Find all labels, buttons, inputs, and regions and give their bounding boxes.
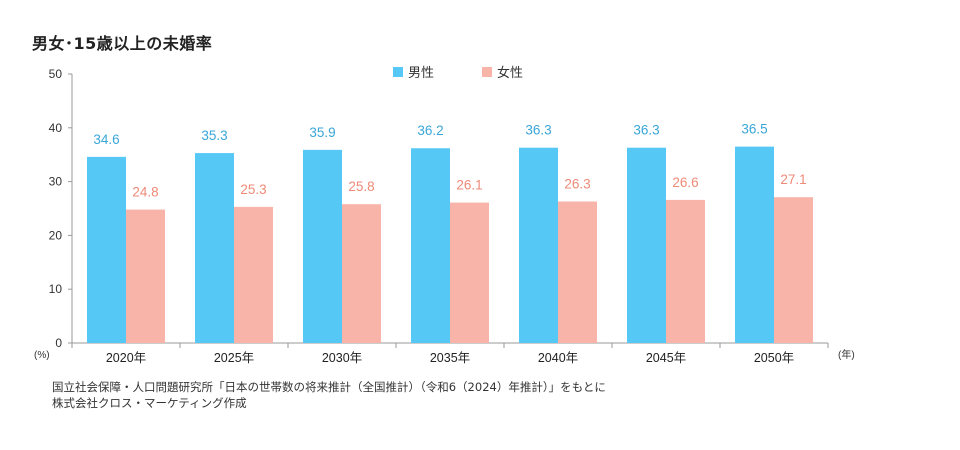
- x-tick-label: 2020年: [106, 351, 146, 365]
- bar-female: [342, 204, 381, 343]
- legend-label: 女性: [497, 65, 523, 80]
- data-label-female: 27.1: [780, 172, 806, 187]
- x-tick-label: 2050年: [754, 351, 794, 365]
- source-line-1: 国立社会保障・人口問題研究所「日本の世帯数の将来推計（全国推計）（令和6（202…: [52, 380, 606, 394]
- bar-chart: 0 10 20 30 40 50 (%) (年) 2020年 2025年 2030年 2035年 204…: [34, 65, 855, 365]
- y-tick-label: 30: [49, 175, 63, 189]
- bar-female: [126, 209, 165, 343]
- y-tick-label: 40: [49, 121, 63, 135]
- chart-title: 男女･15歳以上の未婚率: [32, 34, 213, 53]
- x-tick-label: 2040年: [538, 351, 578, 365]
- data-label-female: 24.8: [132, 185, 158, 200]
- bar-male: [195, 153, 234, 343]
- bar-female: [774, 197, 813, 343]
- data-label-female: 26.1: [456, 178, 482, 193]
- x-tick-label: 2045年: [646, 351, 686, 365]
- bar-female: [234, 206, 273, 343]
- bar-female: [558, 201, 597, 343]
- data-label-male: 34.6: [93, 132, 119, 147]
- data-label-female: 26.6: [672, 175, 698, 190]
- x-axis-unit: (年): [838, 348, 855, 361]
- bar-male: [735, 146, 774, 343]
- bar-male: [87, 156, 126, 343]
- y-tick-label: 50: [49, 67, 63, 81]
- data-label-male: 35.3: [201, 128, 227, 143]
- bar-female: [666, 199, 705, 343]
- source-note: 国立社会保障・人口問題研究所「日本の世帯数の将来推計（全国推計）（令和6（202…: [52, 379, 606, 411]
- data-label-female: 25.8: [348, 179, 374, 194]
- bar-male: [627, 147, 666, 343]
- data-label-male: 36.2: [417, 123, 443, 138]
- y-axis-unit: (%): [34, 350, 50, 361]
- legend-swatch: [393, 67, 403, 77]
- bar-male: [519, 147, 558, 343]
- y-tick-label: 10: [49, 282, 63, 296]
- data-label-male: 35.9: [309, 125, 335, 140]
- bar-male: [303, 149, 342, 343]
- data-label-female: 25.3: [240, 182, 266, 197]
- x-tick-label: 2035年: [430, 351, 470, 365]
- data-label-male: 36.3: [633, 123, 659, 138]
- y-tick-label: 20: [49, 228, 63, 242]
- bar-female: [450, 202, 489, 343]
- y-tick-label: 0: [55, 336, 62, 350]
- bar-male: [411, 148, 450, 343]
- x-tick-label: 2030年: [322, 351, 362, 365]
- x-tick-label: 2025年: [214, 351, 254, 365]
- data-label-male: 36.5: [741, 122, 767, 137]
- legend-label: 男性: [408, 65, 434, 80]
- data-label-female: 26.3: [564, 177, 590, 192]
- data-label-male: 36.3: [525, 123, 551, 138]
- source-line-2: 株式会社クロス・マーケティング作成: [52, 396, 247, 410]
- legend-swatch: [482, 67, 492, 77]
